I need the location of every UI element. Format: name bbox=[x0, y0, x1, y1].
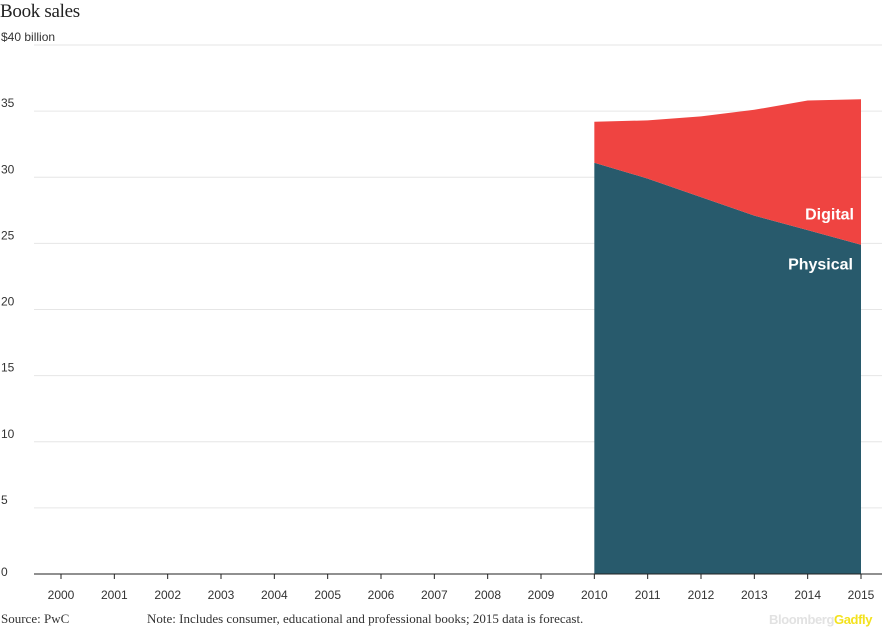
footnote: Note: Includes consumer, educational and… bbox=[147, 611, 584, 626]
y-tick-label: 20 bbox=[1, 295, 15, 309]
x-tick-label: 2006 bbox=[368, 588, 395, 602]
physical-series-label: Physical bbox=[788, 257, 853, 274]
x-tick-label: 2000 bbox=[48, 588, 75, 602]
x-tick-label: 2004 bbox=[261, 588, 288, 602]
brand-gadfly: Gadfly bbox=[834, 612, 873, 627]
brand-bloomberg: Bloomberg bbox=[769, 612, 835, 627]
brand-logo: BloombergGadfly bbox=[769, 612, 872, 627]
x-tick-label: 2012 bbox=[688, 588, 715, 602]
x-tick-label: 2010 bbox=[581, 588, 608, 602]
x-tick-label: 2009 bbox=[528, 588, 555, 602]
x-tick-label: 2007 bbox=[421, 588, 448, 602]
y-tick-label: 35 bbox=[1, 96, 15, 110]
y-tick-label: 10 bbox=[1, 427, 15, 441]
x-tick-label: 2003 bbox=[208, 588, 235, 602]
y-axis-unit-label: $40 billion bbox=[1, 30, 55, 44]
chart-title: Book sales bbox=[0, 1, 80, 22]
series-labels: Digital Physical bbox=[788, 207, 854, 274]
stacked-areas bbox=[594, 99, 861, 574]
x-tick-label: 2001 bbox=[101, 588, 128, 602]
physical-area bbox=[594, 162, 861, 574]
x-tick-label: 2002 bbox=[154, 588, 181, 602]
x-tick-label: 2008 bbox=[474, 588, 501, 602]
x-axis bbox=[34, 573, 882, 579]
y-tick-label: 5 bbox=[1, 493, 8, 507]
y-tick-label: 0 bbox=[1, 565, 8, 579]
y-tick-label: 15 bbox=[1, 361, 15, 375]
digital-area bbox=[594, 99, 861, 245]
digital-series-label: Digital bbox=[805, 207, 854, 224]
x-tick-label: 2013 bbox=[741, 588, 768, 602]
y-axis-tick-labels: $40 billion 35 30 25 20 15 10 5 0 bbox=[1, 30, 55, 579]
x-tick-label: 2011 bbox=[635, 588, 661, 602]
y-tick-label: 30 bbox=[1, 162, 15, 176]
x-tick-label: 2015 bbox=[848, 588, 875, 602]
x-tick-label: 2005 bbox=[314, 588, 341, 602]
x-tick-label: 2014 bbox=[794, 588, 821, 602]
x-axis-tick-labels: 2000 2001 2002 2003 2004 2005 2006 2007 2008 2009… bbox=[48, 588, 875, 602]
y-tick-label: 25 bbox=[1, 228, 15, 242]
source-note: Source: PwC bbox=[1, 611, 70, 626]
